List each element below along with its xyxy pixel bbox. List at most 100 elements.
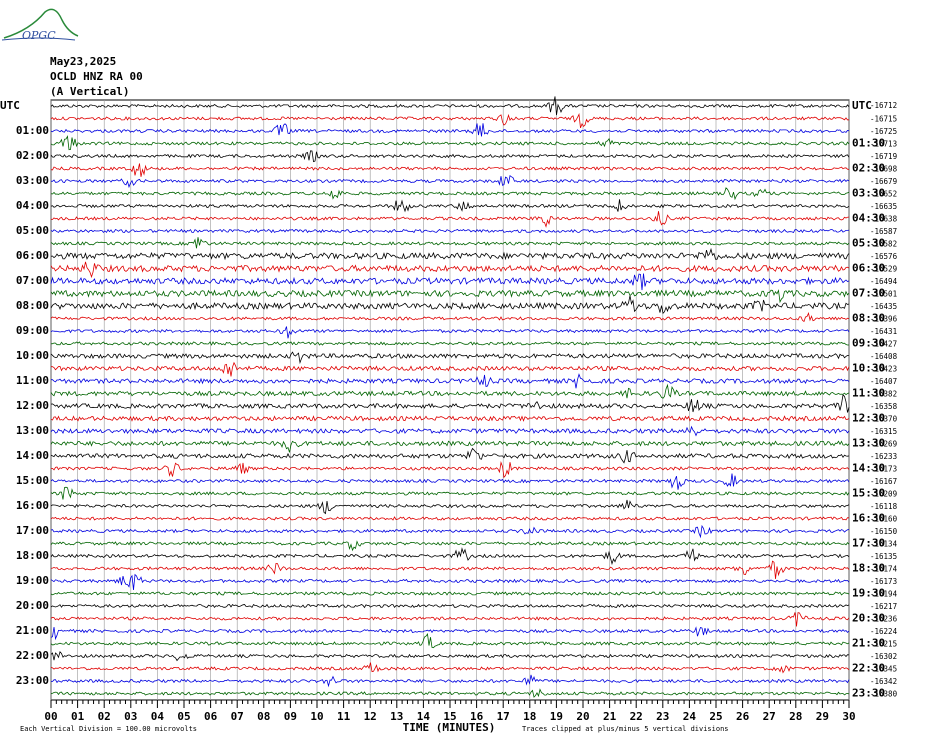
left-label: 06:00 [16,249,49,262]
x-tick-label: 22 [630,710,643,723]
left-label: 20:00 [16,599,49,612]
trace [50,326,850,339]
logo-mark [1,37,76,41]
trace [50,150,850,163]
date: May23,2025 [50,55,116,68]
trace-offset: -16160 [870,515,898,524]
trace-offset: -16698 [870,165,898,174]
x-tick-label: 05 [177,710,190,723]
x-tick-label: 11 [337,710,351,723]
logo-mark [3,8,79,39]
logo: OPGC [22,29,56,42]
right-label: 14:30 [852,462,885,475]
left-label: 03:00 [16,174,49,187]
trace [50,662,850,674]
trace-offset: -16407 [870,377,897,386]
right-label: 16:30 [852,512,885,525]
trace [50,573,850,590]
trace-offset: -16134 [870,540,898,549]
trace-offset: -16431 [870,327,897,336]
trace-offset: -16638 [870,215,898,224]
x-tick-label: 13 [390,710,403,723]
right-label: 11:30 [852,387,885,400]
right-label: 20:30 [852,612,885,625]
trace [50,273,850,291]
right-label: 22:30 [852,662,885,675]
trace [51,361,850,377]
x-tick-label: 03 [124,710,137,723]
trace-offset: -16345 [870,665,897,674]
trace-offset: -16370 [870,415,898,424]
left-label: 17:00 [16,524,49,537]
x-tick-label: 30 [842,710,855,723]
trace-offset: -16380 [870,690,898,699]
trace-offset: -16315 [870,427,897,436]
trace [50,473,850,490]
trace [50,591,850,596]
trace [50,289,850,304]
right-label: 23:30 [852,687,885,700]
x-tick-label: 20 [576,710,589,723]
left-label: 14:00 [16,449,49,462]
x-tick-label: 06 [204,710,218,723]
trace [50,674,850,688]
trace [50,516,850,521]
trace-offset: -16435 [870,302,897,311]
trace-offset: -16719 [870,152,897,161]
x-tick-label: 12 [364,710,377,723]
x-tick-label: 17 [497,710,510,723]
x-tick-label: 07 [231,710,244,723]
trace [50,650,850,662]
trace-offset: -16342 [870,677,897,686]
x-tick-label: 14 [417,710,431,723]
right-label: 07:30 [852,287,885,300]
trace [50,228,850,234]
trace-offset: -16194 [870,590,898,599]
trace [50,199,850,213]
left-label: 22:00 [16,649,49,662]
trace [50,540,850,552]
clip-note: Traces clipped at plus/minus 5 vertical … [522,725,729,733]
x-tick-label: 24 [683,710,697,723]
right-label: UTC [852,99,872,112]
trace [50,383,850,399]
trace [50,261,850,279]
trace-offset: -16217 [870,602,897,611]
left-label: 01:00 [16,124,49,137]
x-tick-label: 26 [736,710,750,723]
left-label: 12:00 [16,399,49,412]
trace-offset: -16224 [870,627,898,636]
x-tick-label: 02 [98,710,111,723]
trace-offset: -16652 [870,190,897,199]
left-label: 10:00 [16,349,49,362]
left-label: 09:00 [16,324,49,337]
trace [50,237,850,249]
x-tick-label: 09 [284,710,297,723]
right-label: 01:30 [852,137,885,150]
left-label: 21:00 [16,624,49,637]
trace [50,415,850,422]
trace-offset: -16396 [870,315,898,324]
left-label: 05:00 [16,224,49,237]
x-tick-label: 04 [151,710,165,723]
x-tick-label: 28 [789,710,802,723]
x-tick-label: 27 [763,710,776,723]
x-tick-label: 10 [310,710,323,723]
right-label: 13:30 [852,437,885,450]
left-label: 13:00 [16,424,49,437]
x-tick-label: 29 [816,710,829,723]
right-label: 08:30 [852,312,885,325]
trace-offset: -16713 [870,140,897,149]
trace [50,341,849,346]
trace-offset: -16576 [870,252,898,261]
left-label: 08:00 [16,299,49,312]
station: OCLD HNZ RA 00 [50,70,143,83]
trace-offset: -16679 [870,177,897,186]
trace [50,603,850,609]
trace-offset: -16135 [870,552,897,561]
right-label: 21:30 [852,637,885,650]
trace-offset: -16382 [870,390,897,399]
trace-offset: -16423 [870,365,897,374]
trace [50,486,850,500]
right-label: 18:30 [852,562,885,575]
